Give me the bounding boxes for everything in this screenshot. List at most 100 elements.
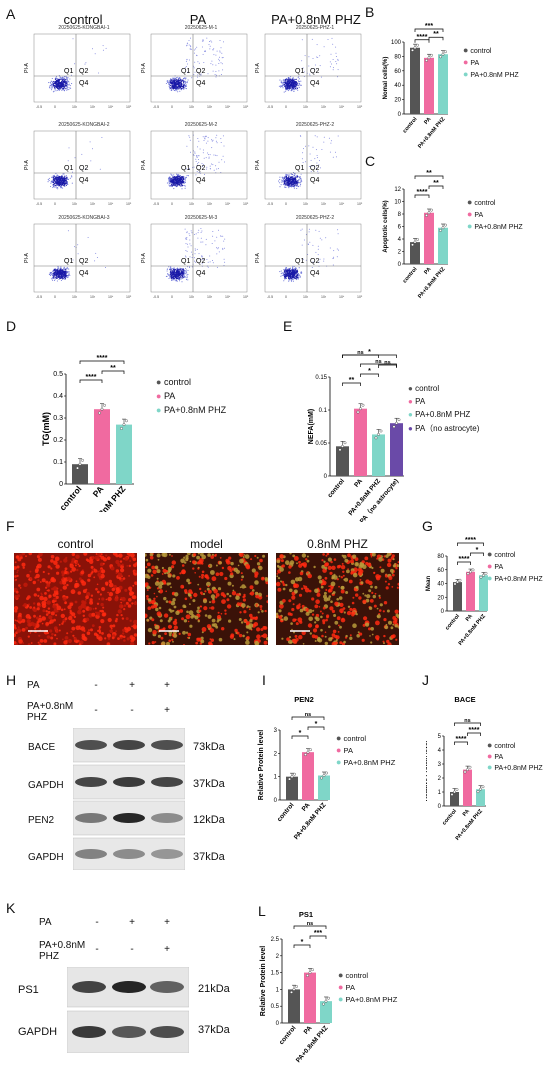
flow-event-dot bbox=[285, 86, 287, 88]
flow-event-dot bbox=[292, 278, 295, 280]
flow-event-dot bbox=[202, 152, 204, 154]
flow-event-dot bbox=[167, 273, 169, 275]
flow-event-dot bbox=[67, 87, 69, 89]
stain-spot bbox=[228, 556, 232, 560]
stain-spot bbox=[170, 586, 172, 589]
flow-event-dot bbox=[195, 155, 197, 157]
flow-event-dot bbox=[201, 256, 203, 258]
stain-spot bbox=[85, 588, 88, 591]
flow-event-dot bbox=[65, 178, 67, 180]
flow-x-tick: 0 bbox=[171, 202, 173, 206]
stain-spot bbox=[211, 618, 216, 623]
stain-spot bbox=[145, 613, 148, 619]
flow-event-dot bbox=[285, 184, 287, 186]
flow-event-dot bbox=[289, 185, 291, 187]
flow-event-dot bbox=[331, 63, 332, 65]
flow-event-dot bbox=[287, 185, 289, 187]
flow-event-dot bbox=[49, 275, 52, 277]
flow-event-dot bbox=[54, 180, 56, 182]
stain-spot bbox=[207, 564, 211, 568]
flow-event-dot bbox=[59, 183, 61, 185]
stain-spot bbox=[53, 560, 58, 565]
flow-event-dot bbox=[329, 61, 331, 63]
flow-event-dot bbox=[174, 77, 177, 79]
flow-event-dot bbox=[179, 175, 182, 177]
stain-spot bbox=[45, 586, 48, 589]
flow-event-dot bbox=[173, 188, 175, 190]
stain-spot bbox=[112, 624, 116, 628]
flow-event-dot bbox=[60, 78, 62, 80]
flow-event-dot bbox=[185, 279, 188, 281]
stain-spot bbox=[101, 569, 106, 574]
stain-spot bbox=[202, 599, 208, 604]
flow-event-dot bbox=[216, 253, 218, 255]
flow-event-dot bbox=[332, 59, 334, 60]
flow-event-dot bbox=[55, 273, 57, 275]
flow-event-dot bbox=[169, 185, 171, 187]
flow-event-dot bbox=[175, 180, 177, 182]
stain-spot bbox=[66, 576, 72, 581]
flow-y-label: PI-A bbox=[255, 62, 261, 72]
stain-spot bbox=[122, 577, 126, 580]
flow-event-dot bbox=[66, 77, 68, 79]
flow-event-dot bbox=[278, 180, 280, 182]
flow-event-dot bbox=[315, 251, 317, 253]
flow-event-dot bbox=[65, 183, 67, 185]
flow-event-dot bbox=[284, 183, 286, 185]
flow-event-dot bbox=[223, 258, 225, 260]
flow-event-dot bbox=[193, 52, 195, 54]
flow-event-dot bbox=[211, 41, 213, 43]
flow-event-dot bbox=[218, 60, 220, 62]
flow-event-dot bbox=[65, 88, 67, 90]
flow-event-dot bbox=[220, 74, 222, 75]
stain-spot bbox=[95, 611, 97, 614]
flow-event-dot bbox=[184, 78, 186, 80]
stain-spot bbox=[183, 643, 185, 645]
flow-event-dot bbox=[204, 138, 206, 140]
flow-event-dot bbox=[52, 179, 54, 181]
flow-event-dot bbox=[58, 277, 60, 279]
flow-event-dot bbox=[283, 180, 285, 183]
stain-spot bbox=[91, 624, 95, 627]
stain-spot bbox=[115, 595, 119, 598]
flow-event-dot bbox=[55, 77, 57, 79]
flow-event-dot bbox=[315, 229, 317, 231]
stain-spot bbox=[235, 595, 240, 600]
flow-event-dot bbox=[222, 155, 224, 157]
flow-event-dot bbox=[295, 86, 297, 88]
stain-spot bbox=[73, 637, 77, 641]
flow-event-dot bbox=[184, 182, 186, 184]
flow-event-dot bbox=[168, 84, 170, 86]
flow-event-dot bbox=[283, 280, 285, 282]
flow-event-dot bbox=[183, 271, 185, 273]
stain-spot bbox=[33, 606, 36, 609]
stain-spot bbox=[51, 578, 57, 583]
flow-x-tick: 10² bbox=[189, 295, 195, 299]
stain-spot bbox=[250, 558, 253, 561]
flow-event-dot bbox=[215, 76, 217, 78]
flow-event-dot bbox=[290, 81, 292, 83]
flow-event-dot bbox=[289, 279, 291, 281]
stain-spot bbox=[109, 629, 114, 634]
flow-event-dot bbox=[176, 272, 178, 274]
legend-item: control bbox=[474, 200, 496, 207]
flow-event-dot bbox=[64, 183, 66, 185]
flow-event-dot bbox=[182, 80, 185, 82]
legend-item: control bbox=[494, 552, 516, 559]
flow-event-dot bbox=[58, 185, 60, 187]
stain-spot bbox=[54, 556, 60, 562]
flow-event-dot bbox=[294, 80, 296, 82]
stain-spot bbox=[134, 581, 137, 586]
stain-spot bbox=[147, 568, 152, 573]
flow-event-dot bbox=[282, 177, 284, 179]
stain-spot bbox=[53, 618, 56, 622]
flow-x-tick: 10⁵ bbox=[243, 295, 249, 299]
flow-event-dot bbox=[196, 165, 198, 166]
flow-event-dot bbox=[287, 181, 289, 183]
stain-spot bbox=[132, 624, 137, 629]
stain-spot bbox=[47, 572, 50, 575]
stain-spot bbox=[29, 577, 32, 580]
flow-event-dot bbox=[312, 146, 314, 148]
flow-event-dot bbox=[185, 250, 187, 251]
flow-event-dot bbox=[291, 85, 293, 87]
